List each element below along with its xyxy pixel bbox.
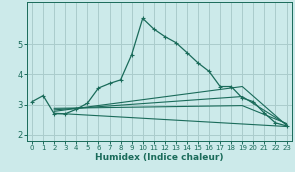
X-axis label: Humidex (Indice chaleur): Humidex (Indice chaleur) [95,153,224,162]
